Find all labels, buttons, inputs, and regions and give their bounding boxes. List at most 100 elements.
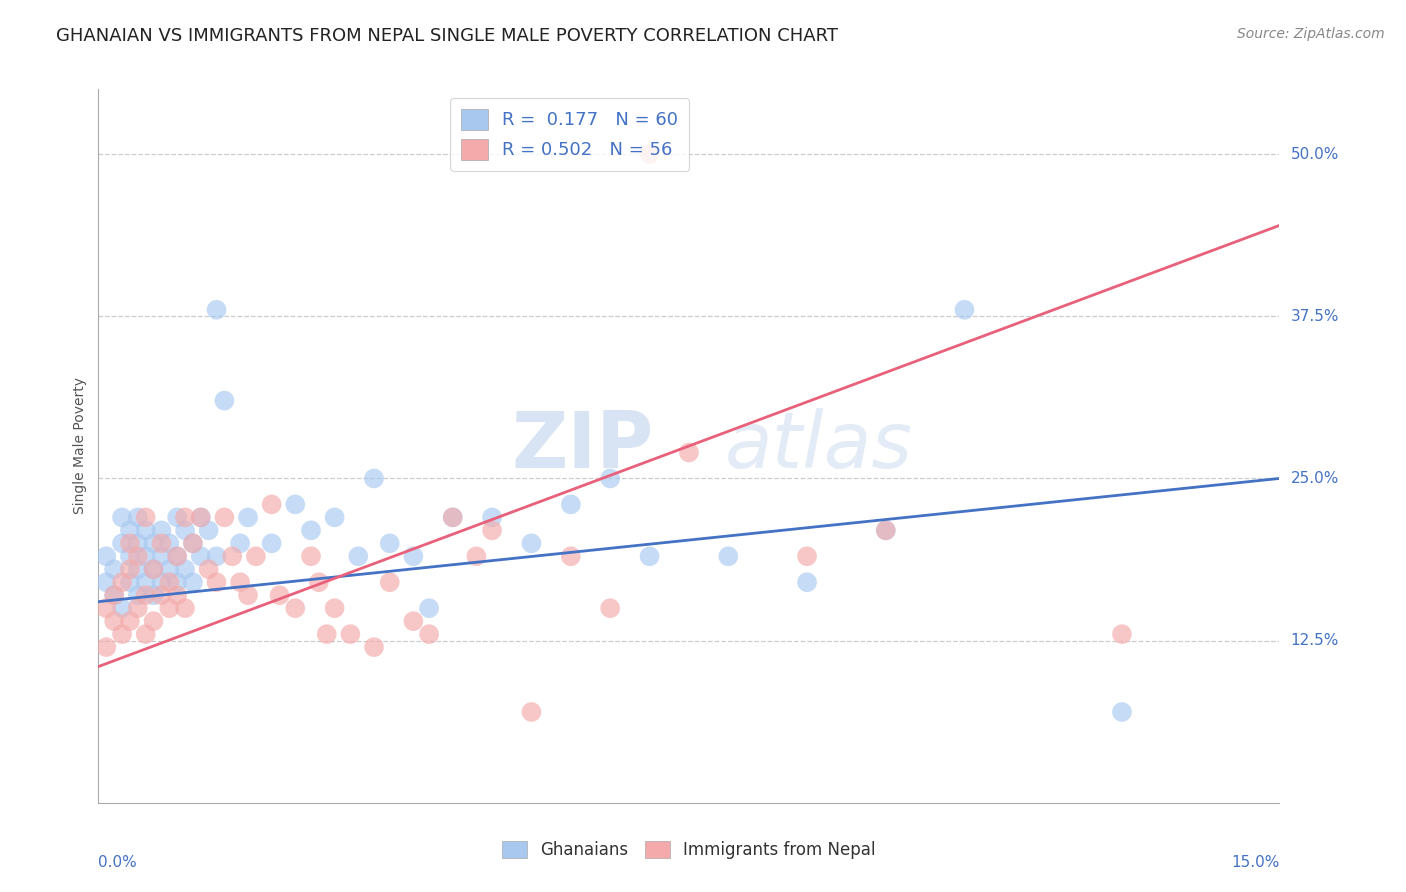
- Point: [599, 601, 621, 615]
- Point: [166, 549, 188, 564]
- Point: [135, 524, 157, 538]
- Point: [339, 627, 361, 641]
- Point: [96, 601, 118, 615]
- Point: [260, 536, 283, 550]
- Point: [150, 549, 173, 564]
- Point: [127, 562, 149, 576]
- Point: [174, 524, 197, 538]
- Text: 50.0%: 50.0%: [1291, 146, 1339, 161]
- Point: [378, 536, 401, 550]
- Point: [315, 627, 337, 641]
- Point: [142, 588, 165, 602]
- Text: 15.0%: 15.0%: [1232, 855, 1279, 870]
- Point: [181, 575, 204, 590]
- Point: [229, 575, 252, 590]
- Point: [205, 575, 228, 590]
- Point: [229, 536, 252, 550]
- Point: [796, 575, 818, 590]
- Point: [205, 549, 228, 564]
- Point: [118, 562, 141, 576]
- Point: [363, 471, 385, 485]
- Point: [111, 575, 134, 590]
- Point: [875, 524, 897, 538]
- Text: ZIP: ZIP: [512, 408, 654, 484]
- Point: [481, 510, 503, 524]
- Point: [953, 302, 976, 317]
- Point: [678, 445, 700, 459]
- Point: [441, 510, 464, 524]
- Point: [103, 588, 125, 602]
- Point: [96, 640, 118, 654]
- Point: [150, 524, 173, 538]
- Point: [118, 614, 141, 628]
- Point: [142, 562, 165, 576]
- Point: [96, 575, 118, 590]
- Point: [127, 549, 149, 564]
- Point: [166, 575, 188, 590]
- Point: [96, 549, 118, 564]
- Point: [560, 497, 582, 511]
- Point: [157, 536, 180, 550]
- Point: [796, 549, 818, 564]
- Point: [118, 549, 141, 564]
- Y-axis label: Single Male Poverty: Single Male Poverty: [73, 377, 87, 515]
- Point: [236, 588, 259, 602]
- Point: [135, 549, 157, 564]
- Text: atlas: atlas: [724, 408, 912, 484]
- Point: [638, 147, 661, 161]
- Point: [284, 601, 307, 615]
- Point: [717, 549, 740, 564]
- Point: [299, 549, 322, 564]
- Point: [111, 627, 134, 641]
- Point: [157, 562, 180, 576]
- Point: [205, 302, 228, 317]
- Point: [269, 588, 291, 602]
- Point: [284, 497, 307, 511]
- Point: [363, 640, 385, 654]
- Text: GHANAIAN VS IMMIGRANTS FROM NEPAL SINGLE MALE POVERTY CORRELATION CHART: GHANAIAN VS IMMIGRANTS FROM NEPAL SINGLE…: [56, 27, 838, 45]
- Point: [157, 601, 180, 615]
- Point: [638, 549, 661, 564]
- Point: [118, 536, 141, 550]
- Point: [118, 524, 141, 538]
- Point: [599, 471, 621, 485]
- Point: [323, 601, 346, 615]
- Point: [323, 510, 346, 524]
- Point: [166, 549, 188, 564]
- Point: [402, 614, 425, 628]
- Point: [560, 549, 582, 564]
- Text: 0.0%: 0.0%: [98, 855, 138, 870]
- Point: [181, 536, 204, 550]
- Point: [465, 549, 488, 564]
- Point: [1111, 627, 1133, 641]
- Point: [142, 614, 165, 628]
- Point: [221, 549, 243, 564]
- Point: [103, 588, 125, 602]
- Point: [103, 614, 125, 628]
- Point: [236, 510, 259, 524]
- Point: [299, 524, 322, 538]
- Point: [150, 536, 173, 550]
- Text: 25.0%: 25.0%: [1291, 471, 1339, 486]
- Point: [481, 524, 503, 538]
- Point: [190, 510, 212, 524]
- Point: [418, 601, 440, 615]
- Point: [347, 549, 370, 564]
- Point: [150, 588, 173, 602]
- Point: [166, 510, 188, 524]
- Point: [378, 575, 401, 590]
- Text: 37.5%: 37.5%: [1291, 309, 1339, 324]
- Legend: Ghanaians, Immigrants from Nepal: Ghanaians, Immigrants from Nepal: [495, 834, 883, 866]
- Point: [174, 601, 197, 615]
- Point: [441, 510, 464, 524]
- Point: [245, 549, 267, 564]
- Point: [166, 588, 188, 602]
- Point: [190, 510, 212, 524]
- Point: [308, 575, 330, 590]
- Point: [111, 601, 134, 615]
- Point: [127, 510, 149, 524]
- Point: [111, 510, 134, 524]
- Point: [135, 510, 157, 524]
- Point: [118, 575, 141, 590]
- Point: [142, 536, 165, 550]
